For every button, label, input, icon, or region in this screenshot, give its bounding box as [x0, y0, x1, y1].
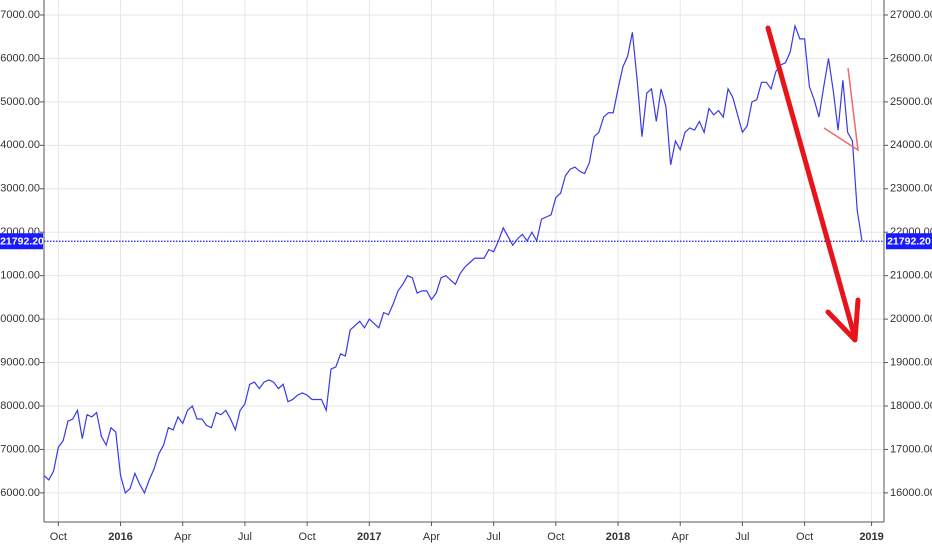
- arrow-shaft: [765, 25, 858, 341]
- labels: 16000.00 16000.00 17000.00 17000.00 18000.00…: [0, 9, 932, 543]
- y-tick-label: 27000.00: [0, 9, 40, 21]
- price-label: 21792.20: [0, 236, 44, 248]
- price-badge: [886, 233, 932, 250]
- y2-tick-label: 25000.00: [890, 96, 932, 108]
- y2-tick-label: 17000.00: [890, 443, 932, 455]
- x-tick-label: Jul: [238, 531, 252, 543]
- x-tick-label: Oct: [547, 531, 564, 543]
- y-tick-label: 18000.00: [0, 400, 40, 412]
- y2-tick-label: 27000.00: [890, 9, 932, 21]
- price-badge: [0, 233, 43, 250]
- y2-tick-label: 16000.00: [890, 487, 932, 499]
- price-label: 21792.20: [887, 236, 931, 248]
- x-tick-label: 2016: [108, 531, 132, 543]
- y2-tick-label: 19000.00: [890, 356, 932, 368]
- x-tick-label: Apr: [672, 531, 689, 543]
- x-tick-label: Apr: [423, 531, 440, 543]
- y2-tick-label: 23000.00: [890, 183, 932, 195]
- y-tick-label: 21000.00: [0, 270, 40, 282]
- y-tick-label: 19000.00: [0, 356, 40, 368]
- price-line: [43, 23, 863, 495]
- y-tick-label: 20000.00: [0, 313, 40, 325]
- y-tick-label: 25000.00: [0, 96, 40, 108]
- x-tick-label: 2017: [357, 531, 381, 543]
- x-tick-label: Jul: [735, 531, 749, 543]
- marks: [43, 23, 884, 495]
- y-tick-label: 17000.00: [0, 443, 40, 455]
- x-tick-label: Oct: [299, 531, 316, 543]
- y2-tick-label: 24000.00: [890, 139, 932, 151]
- x-tick-label: Oct: [50, 531, 67, 543]
- y2-tick-label: 26000.00: [890, 52, 932, 64]
- x-tick-label: Jul: [487, 531, 501, 543]
- y-tick-label: 23000.00: [0, 183, 40, 195]
- x-tick-label: Apr: [174, 531, 191, 543]
- pattern-lines: [823, 67, 859, 152]
- y2-tick-label: 18000.00: [890, 400, 932, 412]
- grid: [40, 0, 888, 526]
- y2-tick-label: 20000.00: [890, 313, 932, 325]
- y-tick-label: 24000.00: [0, 139, 40, 151]
- x-tick-label: 2018: [606, 531, 630, 543]
- arrow-head: [825, 297, 861, 343]
- y-tick-label: 16000.00: [0, 487, 40, 499]
- y2-tick-label: 21000.00: [890, 270, 932, 282]
- x-tick-label: Oct: [796, 531, 813, 543]
- annotation-arrow: [765, 25, 861, 343]
- x-tick-label: 2019: [859, 531, 883, 543]
- y-tick-label: 26000.00: [0, 52, 40, 64]
